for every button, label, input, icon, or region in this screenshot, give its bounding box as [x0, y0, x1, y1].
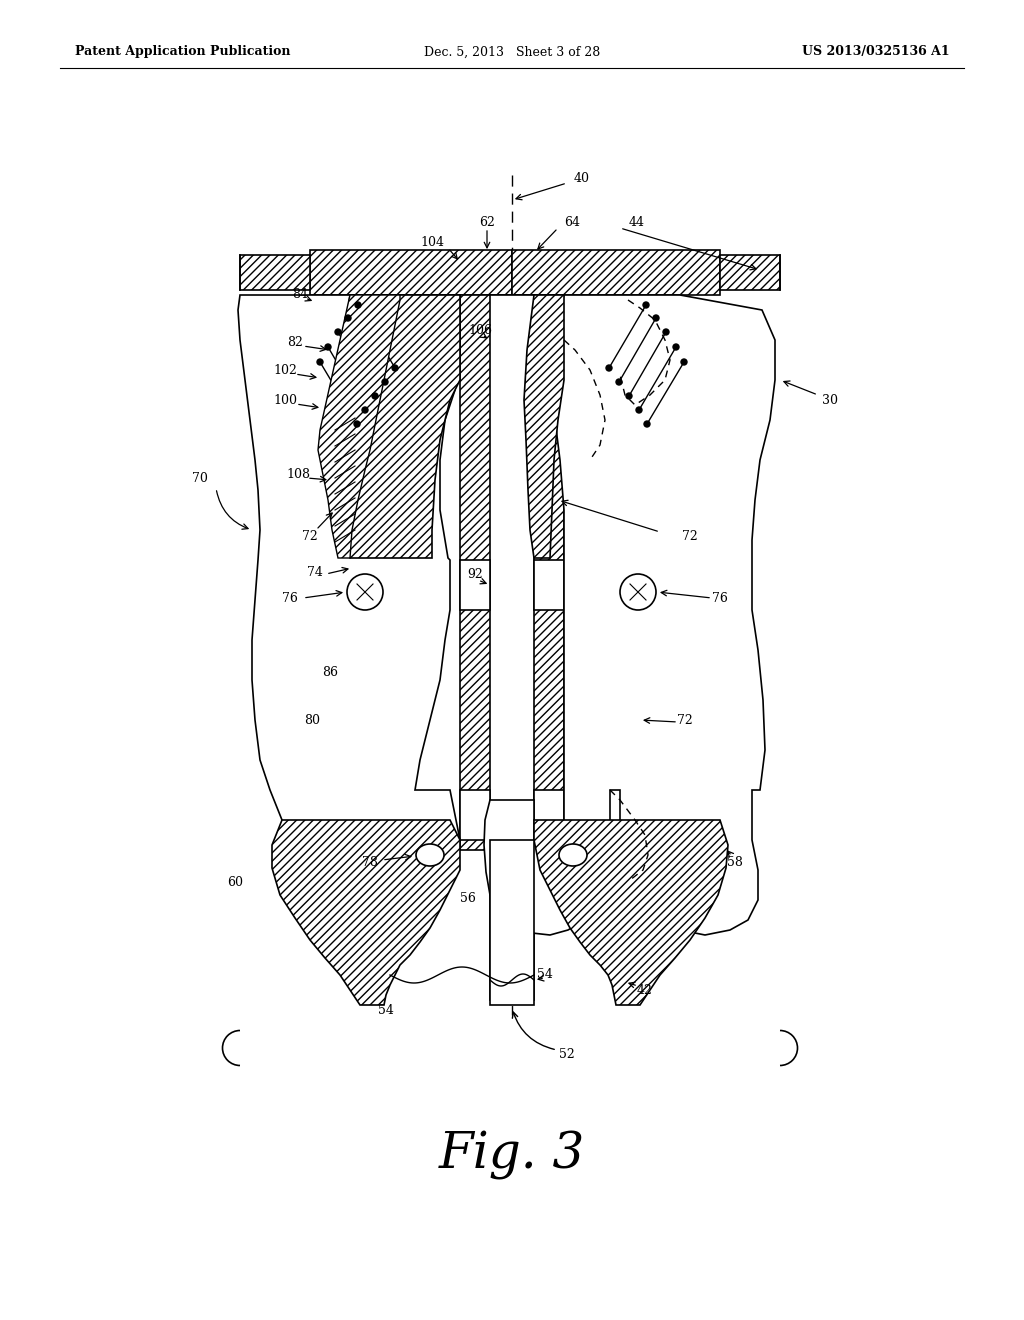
Text: 76: 76: [712, 591, 728, 605]
Circle shape: [354, 421, 360, 426]
Text: 72: 72: [682, 529, 698, 543]
Text: 64: 64: [564, 215, 580, 228]
Text: 82: 82: [287, 335, 303, 348]
Text: 104: 104: [420, 235, 444, 248]
Circle shape: [355, 302, 361, 308]
Text: 100: 100: [273, 393, 297, 407]
Text: 72: 72: [677, 714, 693, 726]
Circle shape: [626, 393, 632, 399]
Polygon shape: [318, 294, 400, 558]
Circle shape: [681, 359, 687, 366]
Text: 56: 56: [460, 891, 476, 904]
Polygon shape: [720, 255, 780, 290]
Text: 92: 92: [467, 569, 483, 582]
Text: 72: 72: [302, 529, 317, 543]
Text: 84: 84: [292, 289, 308, 301]
Polygon shape: [512, 294, 564, 800]
Circle shape: [620, 574, 656, 610]
Text: 86: 86: [322, 665, 338, 678]
Text: 54: 54: [537, 969, 553, 982]
Polygon shape: [460, 294, 512, 850]
Text: 44: 44: [629, 215, 645, 228]
Circle shape: [653, 315, 659, 321]
Polygon shape: [460, 789, 490, 840]
Circle shape: [616, 379, 622, 385]
Circle shape: [644, 421, 650, 426]
Text: 58: 58: [727, 855, 743, 869]
Circle shape: [636, 407, 642, 413]
Polygon shape: [512, 249, 720, 294]
Text: US 2013/0325136 A1: US 2013/0325136 A1: [803, 45, 950, 58]
Text: 40: 40: [574, 172, 590, 185]
Polygon shape: [272, 820, 460, 1005]
Text: 74: 74: [307, 565, 323, 578]
Circle shape: [345, 315, 351, 321]
Text: 30: 30: [822, 393, 838, 407]
Circle shape: [382, 379, 388, 385]
Polygon shape: [534, 820, 728, 1005]
Circle shape: [347, 574, 383, 610]
Ellipse shape: [559, 843, 587, 866]
Text: Fig. 3: Fig. 3: [439, 1130, 585, 1180]
Text: 102: 102: [273, 363, 297, 376]
Text: 42: 42: [637, 983, 653, 997]
Circle shape: [663, 329, 669, 335]
Circle shape: [673, 345, 679, 350]
Polygon shape: [240, 255, 310, 290]
Text: Patent Application Publication: Patent Application Publication: [75, 45, 291, 58]
Circle shape: [392, 366, 398, 371]
Polygon shape: [524, 294, 564, 558]
Text: Dec. 5, 2013   Sheet 3 of 28: Dec. 5, 2013 Sheet 3 of 28: [424, 45, 600, 58]
Polygon shape: [310, 249, 512, 294]
Polygon shape: [460, 560, 490, 610]
Text: 54: 54: [378, 1003, 394, 1016]
Ellipse shape: [416, 843, 444, 866]
Polygon shape: [333, 294, 460, 558]
Circle shape: [335, 329, 341, 335]
Circle shape: [372, 393, 378, 399]
Text: 76: 76: [282, 591, 298, 605]
Polygon shape: [534, 560, 564, 610]
Text: 60: 60: [227, 875, 243, 888]
Polygon shape: [484, 294, 775, 935]
Polygon shape: [534, 789, 564, 840]
Text: 78: 78: [362, 855, 378, 869]
Text: 80: 80: [304, 714, 319, 726]
Text: 70: 70: [193, 471, 208, 484]
Text: 106: 106: [468, 323, 492, 337]
Text: 52: 52: [559, 1048, 574, 1061]
Circle shape: [325, 345, 331, 350]
Text: 62: 62: [479, 215, 495, 228]
Polygon shape: [238, 294, 460, 917]
Circle shape: [606, 366, 612, 371]
Text: 108: 108: [286, 469, 310, 482]
Polygon shape: [490, 294, 534, 1001]
Polygon shape: [490, 840, 534, 1005]
Circle shape: [643, 302, 649, 308]
Circle shape: [362, 407, 368, 413]
Circle shape: [317, 359, 323, 366]
